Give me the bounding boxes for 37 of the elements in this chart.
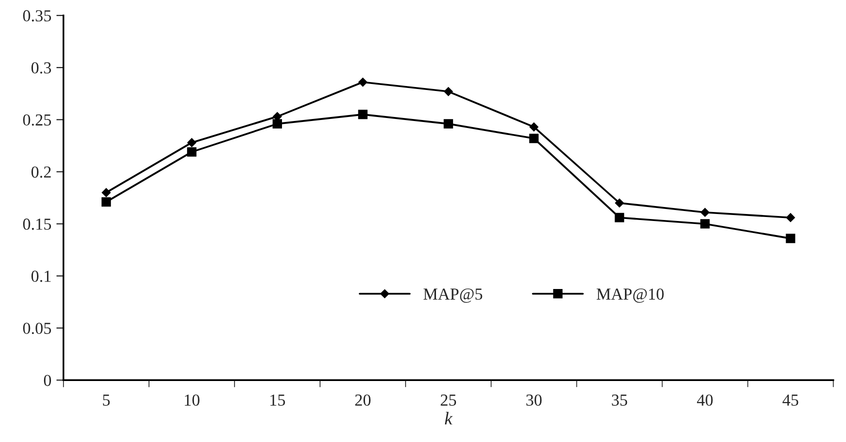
point: [358, 110, 368, 120]
y-tick-label: 0.2: [31, 166, 51, 178]
x-tick-label: 5: [103, 394, 110, 406]
point: [786, 213, 795, 222]
point: [102, 197, 111, 207]
x-tick-label: 30: [526, 394, 542, 406]
point: [272, 119, 282, 129]
y-tick-label: 0.15: [23, 218, 51, 230]
x-tick-label: 35: [612, 394, 628, 406]
y-tick-label: 0: [44, 374, 52, 386]
y-tick-label: 0.25: [23, 114, 51, 126]
point: [529, 134, 539, 144]
point: [444, 87, 453, 96]
x-tick-label: 45: [782, 394, 798, 406]
y-tick-label: 0.35: [23, 10, 51, 22]
y-tick-label: 0.1: [31, 270, 51, 282]
point: [358, 78, 368, 87]
point: [615, 198, 624, 208]
y-tick-label: 0.3: [31, 62, 51, 74]
point: [444, 119, 454, 129]
legend-label: MAP@5: [424, 288, 482, 303]
y-tick-label: 0.05: [23, 322, 51, 334]
legend-label: MAP@10: [596, 288, 664, 303]
point: [700, 219, 710, 229]
x-axis-title: k: [444, 412, 453, 424]
point: [187, 138, 196, 148]
point: [700, 208, 710, 217]
x-tick-label: 10: [184, 394, 200, 406]
x-tick-label: 15: [270, 394, 285, 406]
point: [614, 212, 624, 222]
point: [187, 147, 196, 157]
point: [529, 122, 538, 132]
point: [102, 188, 111, 198]
x-tick-label: 25: [440, 394, 456, 406]
point: [786, 234, 796, 244]
x-tick-label: 20: [355, 394, 371, 406]
x-tick-label: 40: [696, 394, 713, 406]
